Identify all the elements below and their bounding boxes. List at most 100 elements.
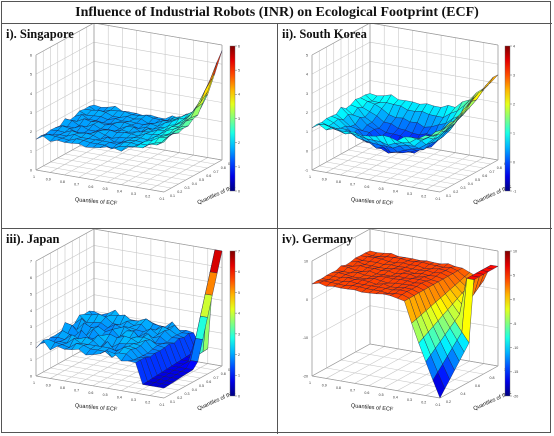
surface-patch — [209, 249, 223, 274]
grid-line — [369, 41, 499, 65]
y-tick-label: 0.2 — [453, 190, 458, 194]
x-tick-label: 0.4 — [117, 190, 122, 194]
y-tick-label: 0.4 — [468, 182, 473, 186]
title-divider — [1, 23, 552, 24]
surface-patch — [481, 76, 494, 92]
panel-japan: iii). Japan 1 0.9 0.8 0.7 0.6 0.5 0.4 0.3 0.2 0.1… — [2, 229, 276, 434]
x-tick-label: 0.9 — [322, 177, 327, 181]
z-tick-label: 5 — [30, 292, 32, 296]
colorbar-tick-label: 2 — [238, 353, 240, 357]
x-tick-label: 0.4 — [393, 190, 398, 194]
grid-line — [64, 153, 194, 177]
axis-edge — [163, 365, 223, 399]
z-tick-label: 3 — [30, 111, 32, 115]
z-tick-label: 3 — [30, 325, 32, 329]
panel-south-korea: ii). South Korea 1 0.9 0.8 0.7 0.6 0.5 0.4 0.3 0… — [278, 24, 551, 228]
z-tick-label: 0 — [306, 149, 308, 153]
grid-line — [369, 61, 499, 84]
axis-edge — [311, 375, 441, 399]
surface-plot-south-korea: 10.90.80.70.60.50.40.30.20.10.10.20.30.4… — [305, 24, 516, 207]
colorbar-tick-label: -1 — [513, 189, 516, 193]
colorbar-tick-label: 2 — [238, 141, 240, 145]
y-tick-label: 0.7 — [490, 170, 495, 174]
panel-title: ii). South Korea — [282, 27, 367, 41]
panel-title: iii). Japan — [6, 232, 60, 246]
z-tick-label: 10 — [304, 260, 308, 264]
axis-edge — [311, 24, 369, 56]
x-tick-label: 1 — [33, 381, 35, 385]
x-tick-label: 0.5 — [103, 187, 108, 191]
colorbar-tick-label: -5 — [513, 322, 516, 326]
x-tick-label: 0.1 — [436, 197, 441, 201]
y-tick-label: 0.2 — [177, 190, 182, 194]
panel-title: iv). Germany — [282, 232, 353, 246]
colorbar-tick-label: 4 — [238, 93, 240, 97]
grid-line — [326, 367, 455, 391]
x-tick-label: 0.2 — [421, 195, 426, 199]
y-tick-label: 0.6 — [206, 174, 211, 178]
y-tick-label: 0.7 — [214, 170, 219, 174]
colorbar-tick-label: 1 — [513, 131, 515, 135]
colorbar-tick-label: 5 — [238, 291, 240, 295]
z-tick-label: 4 — [306, 73, 308, 77]
panel-title: i). Singapore — [6, 27, 74, 41]
y-tick-label: 0.3 — [185, 186, 190, 190]
axes-box — [35, 229, 223, 399]
colorbar-tick-label: 6 — [238, 44, 240, 48]
colorbar-tick-label: 7 — [238, 249, 240, 253]
axis-edge — [369, 229, 499, 252]
x-tick-label: 0.5 — [379, 393, 384, 397]
x-tick-label: 0.2 — [145, 401, 150, 405]
axis-edge — [311, 229, 371, 262]
y-tick-label: 0.8 — [221, 372, 226, 376]
colorbar-tick-label: 3 — [238, 332, 240, 336]
colorbar — [504, 45, 511, 192]
grid-line — [79, 145, 208, 169]
axis-edge — [311, 137, 371, 171]
figure-title: Influence of Industrial Robots (INR) on … — [75, 5, 479, 20]
y-tick-label: 0.4 — [192, 388, 197, 392]
x-tick-label: 0.6 — [364, 185, 369, 189]
grid-line — [93, 61, 223, 84]
x-tick-label: 0.8 — [60, 386, 65, 390]
colorbar-tick-label: 4 — [238, 312, 240, 316]
colorbar-tick-label: 10 — [513, 249, 517, 253]
colorbar-tick-label: 4 — [513, 44, 515, 48]
grid-line — [93, 294, 223, 318]
y-tick-label: 0.5 — [475, 178, 480, 182]
z-tick-label: 4 — [30, 92, 32, 96]
x-tick-label: 0.8 — [336, 386, 341, 390]
z-tick-label: 7 — [30, 260, 32, 264]
x-axis-label: Quantiles of ECF — [351, 197, 395, 207]
x-tick-label: 1 — [309, 175, 311, 179]
panel-singapore: i). Singapore 1 0.9 0.8 0.7 0.6 0.5 0.4 0.3 0.2 0… — [2, 24, 276, 228]
grid-line — [355, 351, 484, 375]
y-tick-label: 0.5 — [199, 178, 204, 182]
grid-line — [340, 153, 470, 177]
grid-line — [93, 99, 223, 122]
surface — [311, 74, 499, 154]
z-tick-label: 0 — [30, 169, 32, 173]
axis-edge — [97, 24, 223, 46]
colorbar — [229, 250, 236, 397]
panel-germany: iv). Germany 1 0.9 0.8 0.7 0.6 0.5 0.4 0.3 0.2 0.… — [278, 229, 551, 434]
y-tick-label: 0.8 — [490, 376, 495, 380]
z-tick-label: 4 — [30, 309, 32, 313]
colorbar-tick-label: 0 — [238, 189, 240, 193]
x-tick-label: 0.3 — [131, 192, 136, 196]
z-tick-label: 1 — [30, 149, 32, 153]
colorbar — [229, 45, 236, 192]
grid-line — [50, 161, 179, 185]
y-tick-label: 0.2 — [446, 400, 451, 404]
grid-line — [72, 149, 201, 173]
grid-line — [333, 157, 462, 181]
colorbar-tick-label: 3 — [238, 117, 240, 121]
colorbar-tick-label: 6 — [238, 270, 240, 274]
y-tick-label: 0.2 — [177, 396, 182, 400]
x-tick-label: 1 — [33, 175, 35, 179]
x-tick-label: 0.6 — [88, 185, 93, 189]
x-tick-label: 0.3 — [407, 192, 412, 196]
x-axis-label: Quantiles of ECF — [75, 197, 119, 207]
y-tick-label: 0.4 — [192, 182, 197, 186]
